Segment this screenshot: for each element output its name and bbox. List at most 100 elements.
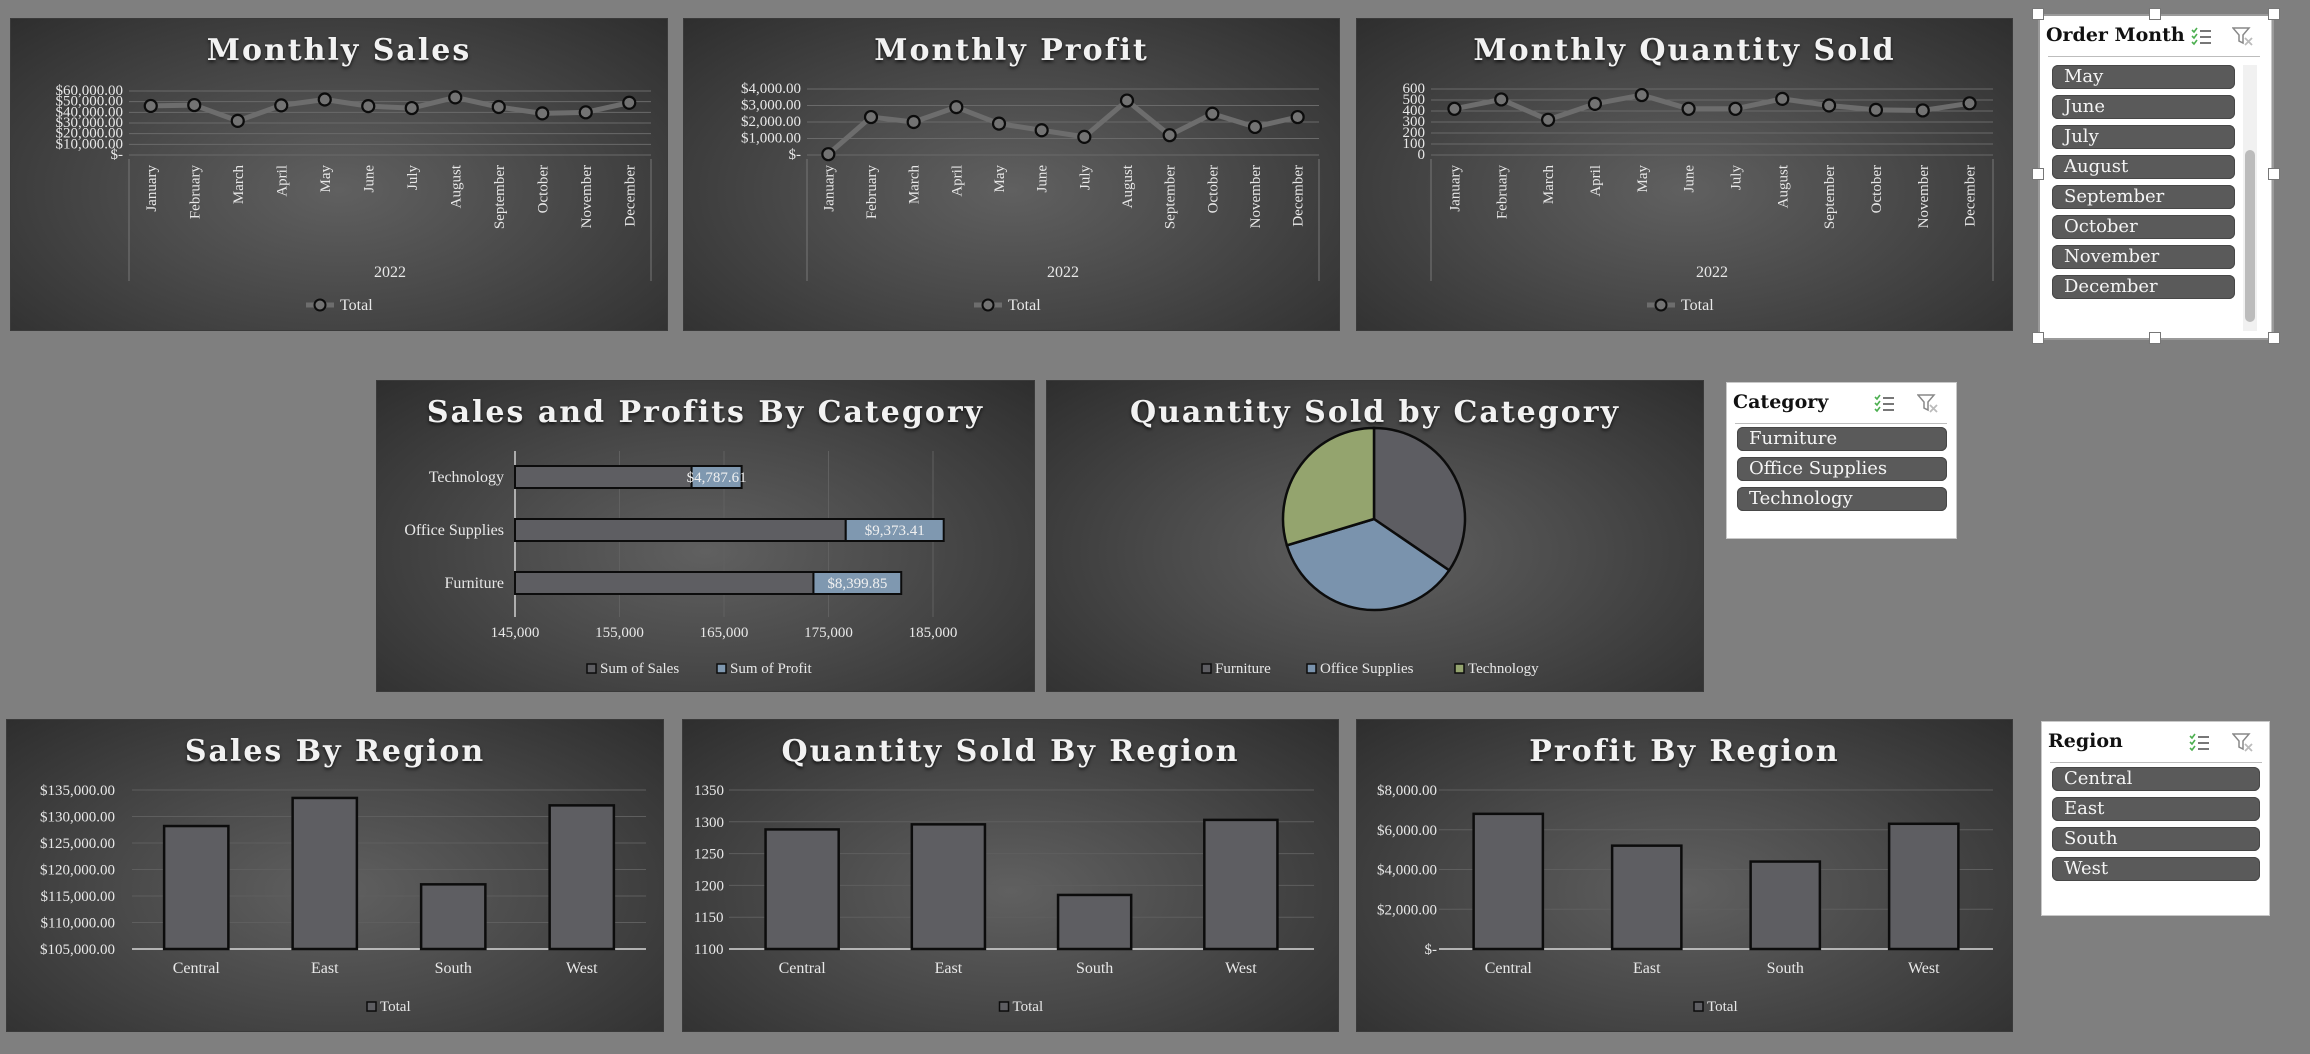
bar-profit [812, 571, 903, 595]
chart-title: Quantity Sold By Region [781, 734, 1240, 769]
slicer-item-east[interactable]: East [2052, 797, 2260, 821]
resize-handle[interactable] [2032, 8, 2044, 20]
multi-select-icon[interactable] [2190, 26, 2212, 46]
x-tick-label: November [1248, 165, 1264, 228]
resize-handle[interactable] [2268, 168, 2280, 180]
data-point [274, 98, 289, 113]
data-point [1494, 92, 1509, 107]
resize-handle[interactable] [2032, 168, 2044, 180]
slicer-item-office-supplies[interactable]: Office Supplies [1737, 457, 1947, 481]
legend-swatch [716, 663, 727, 674]
slicer-item-furniture[interactable]: Furniture [1737, 427, 1947, 451]
x-tick-label: East [311, 960, 339, 977]
slicer-divider [2050, 762, 2262, 763]
data-point [1728, 101, 1743, 116]
bar [1056, 893, 1133, 951]
bar [1203, 818, 1279, 951]
data-label: $9,373.41 [865, 523, 925, 539]
bar [1887, 822, 1960, 951]
legend-label: Total [1013, 999, 1044, 1015]
order-month-slicer[interactable]: Order Month May June July August Septemb… [2039, 15, 2272, 339]
slicer-item-november[interactable]: November [2052, 245, 2235, 269]
y-tick-label: 500 [1403, 92, 1426, 108]
y-tick-label: $4,000.00 [1377, 863, 1437, 879]
chart-title: Sales and Profits By Category [426, 395, 985, 430]
y-tick-label: 400 [1403, 103, 1426, 119]
slicer-header: Region [2048, 730, 2123, 752]
profit-region-chart[interactable]: Profit By Region $8,000.00 $6,000.00 $4,00… [1356, 719, 2013, 1032]
region-slicer[interactable]: Region Central East South West [2041, 721, 2270, 916]
series-line [150, 94, 630, 124]
y-tick-label: $125,000.00 [40, 836, 115, 852]
legend-swatch [366, 1001, 377, 1012]
x-tick-label: West [1225, 960, 1257, 977]
slicer-item-west[interactable]: West [2052, 857, 2260, 881]
quantity-category-chart[interactable]: Quantity Sold by Category Furniture Offic… [1046, 380, 1704, 692]
x-tick-label: October [535, 165, 551, 213]
multi-select-icon[interactable] [1873, 393, 1895, 413]
monthly-sales-chart[interactable]: Monthly Sales $60,000.00 $50,000.00 $40,00… [10, 18, 668, 331]
x-tick-label: April [1588, 165, 1604, 197]
bar-profit [844, 518, 945, 542]
sales-region-chart[interactable]: Sales By Region $135,000.00 $130,000.00 $1… [6, 719, 664, 1032]
slicer-item-august[interactable]: August [2052, 155, 2235, 179]
slicer-item-june[interactable]: June [2052, 95, 2235, 119]
data-point [1205, 106, 1220, 121]
y-tick-label: $105,000.00 [40, 942, 115, 958]
resize-handle[interactable] [2149, 8, 2161, 20]
legend-label: Technology [1468, 661, 1539, 677]
y-tick-label: $6,000.00 [1377, 823, 1437, 839]
slicer-item-technology[interactable]: Technology [1737, 487, 1947, 511]
resize-handle[interactable] [2032, 332, 2044, 344]
data-point [187, 97, 202, 113]
y-tick-label: 1200 [694, 878, 724, 894]
x-tick-label: June [361, 165, 377, 193]
slicer-item-october[interactable]: October [2052, 215, 2235, 239]
sales-profit-category-chart[interactable]: Sales and Profits By Category 145,000 155… [376, 380, 1035, 692]
legend-label: Furniture [1215, 661, 1271, 677]
data-point [404, 100, 419, 116]
resize-handle[interactable] [2149, 332, 2161, 344]
data-point [1119, 93, 1135, 108]
y-tick-label: $30,000.00 [56, 115, 124, 131]
slicer-item-may[interactable]: May [2052, 65, 2235, 89]
bar [1472, 812, 1545, 951]
slicer-item-december[interactable]: December [2052, 275, 2235, 299]
resize-handle[interactable] [2268, 8, 2280, 20]
data-point [317, 92, 332, 107]
resize-handle[interactable] [2268, 332, 2280, 344]
quantity-region-chart[interactable]: Quantity Sold By Region 1350 1300 1250 1200… [682, 719, 1339, 1032]
monthly-quantity-chart[interactable]: Monthly Quantity Sold 600 500 400 300 200 100… [1356, 18, 2013, 331]
data-point [1634, 87, 1649, 103]
legend-label: Total [340, 297, 373, 314]
data-point [143, 98, 158, 114]
clear-filter-icon[interactable] [2232, 26, 2254, 46]
y-tick-label: $4,000.00 [741, 81, 801, 97]
profit-region-plot: $8,000.00 $6,000.00 $4,000.00 $2,000.00 $- Ce… [1377, 783, 1993, 1015]
x-tick-label: May [318, 165, 334, 193]
y-tick-label: $60,000.00 [56, 83, 124, 99]
sales-region-plot: $135,000.00 $130,000.00 $125,000.00 $120,00… [40, 783, 646, 1015]
slicer-item-september[interactable]: September [2052, 185, 2235, 209]
slicer-item-south[interactable]: South [2052, 827, 2260, 851]
y-tick-label: $40,000.00 [56, 104, 124, 120]
slicer-item-july[interactable]: July [2052, 125, 2235, 149]
multi-select-icon[interactable] [2188, 732, 2210, 752]
pie-slice [1281, 426, 1376, 547]
bar-sales [514, 571, 815, 595]
monthly-profit-chart[interactable]: Monthly Profit $4,000.00 $3,000.00 $2,000.… [683, 18, 1340, 331]
bar-sales [514, 518, 847, 542]
y-tick-label: Furniture [444, 575, 504, 592]
data-point [361, 99, 376, 114]
legend-label: Sum of Profit [730, 661, 813, 677]
clear-filter-icon[interactable] [1917, 393, 1939, 413]
slicer-item-central[interactable]: Central [2052, 767, 2260, 791]
legend-label: Total [1008, 297, 1041, 314]
y-tick-label: 300 [1403, 114, 1426, 130]
x-tick-label: 185,000 [909, 625, 958, 641]
x-tick-label: West [566, 960, 598, 977]
slicer-scroll-thumb[interactable] [2245, 150, 2255, 322]
category-slicer[interactable]: Category Furniture Office Supplies Techn… [1726, 382, 1957, 539]
data-point [491, 99, 506, 115]
clear-filter-icon[interactable] [2232, 732, 2254, 752]
